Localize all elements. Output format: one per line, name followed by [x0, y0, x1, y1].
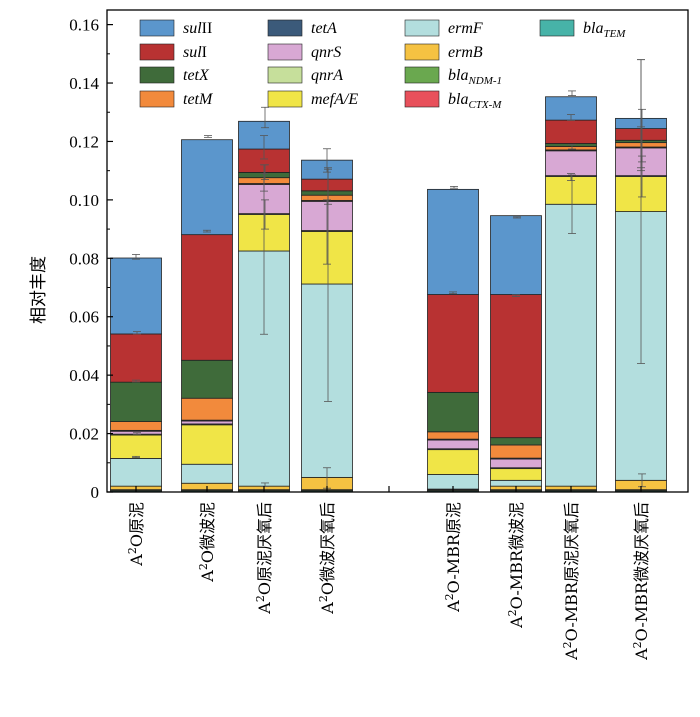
y-tick-label: 0.14 — [69, 74, 99, 93]
category-label: A2O原泥厌氧后 — [254, 502, 274, 615]
legend-swatch-qnrS — [267, 43, 303, 61]
legend-swatch-sulI — [139, 43, 175, 61]
y-tick-label: 0.12 — [69, 132, 99, 151]
legend-label-qnrS: qnrS — [311, 44, 341, 61]
legend-label-sulII: sulII — [183, 20, 212, 37]
bar-segment-ermF — [545, 203, 597, 487]
bar-segment-mefA/E — [490, 468, 542, 481]
legend-label-blaNDM-1: blaNDM-1 — [448, 67, 502, 87]
legend-swatch-ermB — [404, 43, 440, 61]
bar-segment-ermF — [110, 458, 162, 487]
legend-label-tetA: tetA — [311, 20, 337, 37]
bar-segment-qnrS — [490, 458, 542, 469]
bar-segment-ermF — [181, 463, 233, 484]
plot-area — [110, 96, 667, 493]
bar-segment-ermF — [490, 479, 542, 487]
legend-swatch-tetA — [267, 19, 303, 37]
y-tick-label: 0.06 — [69, 308, 99, 327]
bar-segment-qnrS — [427, 439, 479, 450]
bar-segment-sulI — [427, 294, 479, 393]
bar-segment-ermF — [301, 283, 353, 478]
category-label: A2O原泥 — [126, 502, 146, 567]
bar-segment-tetM — [110, 421, 162, 431]
legend-label-blaCTX-M: blaCTX-M — [448, 91, 502, 111]
legend-label-ermB: ermB — [448, 44, 483, 61]
legend-label-ermF: ermF — [448, 20, 483, 37]
bar-segment-tetX — [490, 437, 542, 446]
bar-segment-sulII — [181, 139, 233, 236]
bar-segment-sulII — [427, 188, 479, 295]
legend-swatch-blaNDM-1 — [404, 66, 440, 84]
category-label: A2O-MBR微波厌氧后 — [631, 502, 651, 661]
y-tick-label: 0.16 — [69, 16, 99, 35]
category-label: A2O微波厌氧后 — [317, 502, 337, 615]
bar-segment-tetX — [181, 359, 233, 399]
axes: 0 0.02 0.04 0.06 0.08 0.10 0.12 0.14 0.16 — [69, 9, 689, 502]
category-label: A2O-MBR原泥厌氧后 — [561, 502, 581, 661]
bar-segment-tetM — [490, 444, 542, 459]
error-bars — [132, 59, 646, 489]
y-axis-title: 相对丰度 — [29, 256, 49, 324]
bar-segment-tetX — [301, 190, 353, 196]
category-labels: A2O原泥 A2O微波泥 A2O原泥厌氧后 A2O微波厌氧后 A2O-MBR原泥 A2O-… — [126, 502, 651, 661]
plot-frame — [106, 9, 689, 493]
legend-swatch-tetX — [139, 66, 175, 84]
y-tick-label: 0.08 — [69, 249, 99, 268]
legend-label-mefA/E: mefA/E — [311, 91, 358, 108]
legend: sulII tetA ermF blaTEM sulI qnrS ermB tetX qnrA b… — [139, 19, 626, 111]
y-tick-label: 0.02 — [69, 425, 99, 444]
bar-segment-tetM — [427, 431, 479, 440]
bar-segment-mefA/E — [181, 424, 233, 465]
legend-swatch-tetM — [139, 90, 175, 108]
legend-swatch-mefA/E — [267, 90, 303, 108]
bar-segment-sulI — [545, 119, 597, 144]
bar-segment-tetX — [545, 143, 597, 147]
category-label: A2O微波泥 — [197, 502, 217, 583]
bar-segment-tetM — [181, 397, 233, 421]
bar-segment-qnrS — [181, 420, 233, 425]
bar-segment-qnrS — [545, 150, 597, 177]
y-tick-label: 0 — [91, 483, 100, 502]
bar-segment-tetX — [110, 381, 162, 422]
bar-segment-sulI — [110, 333, 162, 383]
legend-swatch-qnrA — [267, 66, 303, 84]
legend-swatch-ermF — [404, 19, 440, 37]
legend-label-qnrA: qnrA — [311, 67, 343, 84]
bar-segment-sulII — [110, 257, 162, 335]
legend-swatch-blaCTX-M — [404, 90, 440, 108]
legend-label-blaTEM: blaTEM — [583, 20, 626, 40]
y-tick-label: 0.04 — [69, 366, 99, 385]
bar-segment-mefA/E — [110, 434, 162, 459]
bar-segment-sulII — [490, 215, 542, 295]
legend-swatch-blaTEM — [539, 19, 575, 37]
legend-swatch-sulII — [139, 19, 175, 37]
y-tick-label: 0.10 — [69, 191, 99, 210]
bar-segment-sulI — [490, 294, 542, 439]
bar-segment-sulI — [301, 178, 353, 192]
bar-segment-sulI — [181, 234, 233, 361]
legend-label-tetX: tetX — [183, 67, 210, 84]
category-label: A2O-MBR微波泥 — [506, 502, 526, 629]
bar-segment-tetX — [427, 391, 479, 433]
bar-segment-mefA/E — [427, 449, 479, 475]
legend-label-tetM: tetM — [183, 91, 214, 108]
category-label: A2O-MBR原泥 — [443, 502, 463, 613]
legend-label-sulI: sulI — [183, 44, 207, 61]
